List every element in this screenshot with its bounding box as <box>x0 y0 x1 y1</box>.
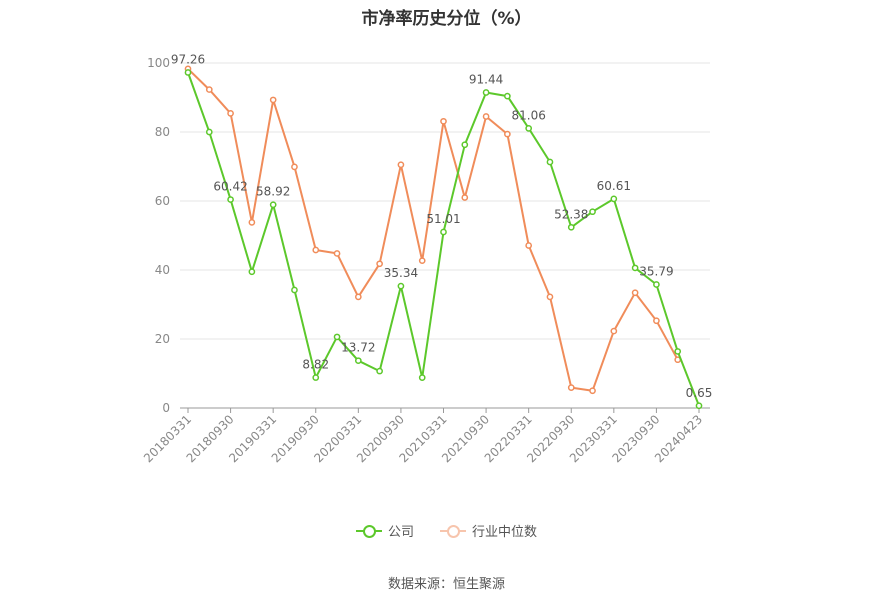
data-point-company <box>567 223 575 231</box>
data-point-company <box>248 268 256 276</box>
data-label: 60.42 <box>213 180 247 194</box>
data-label: 35.34 <box>384 266 418 280</box>
y-tick-label: 40 <box>155 263 170 277</box>
data-point-industry-median <box>418 257 426 265</box>
data-point-industry-median <box>269 96 277 104</box>
data-point-company <box>205 128 213 136</box>
data-point-industry-median <box>631 289 639 297</box>
data-point-company <box>376 367 383 375</box>
data-point-industry-median <box>546 293 554 301</box>
data-point-company <box>312 374 320 381</box>
data-point-industry-median <box>248 219 256 226</box>
data-point-company <box>610 195 618 203</box>
data-point-industry-median <box>482 113 490 120</box>
legend-label-industry-median: 行业中位数 <box>472 525 538 540</box>
data-point-company <box>589 208 596 216</box>
data-label: 60.61 <box>597 179 631 193</box>
data-label: 35.79 <box>639 265 673 279</box>
data-point-industry-median <box>610 327 618 335</box>
data-label: 58.92 <box>256 185 290 199</box>
y-tick-label: 100 <box>147 56 170 70</box>
data-point-industry-median <box>291 163 298 171</box>
legend: 公司 行业中位数 <box>0 521 893 540</box>
data-point-industry-median <box>653 317 660 325</box>
data-label: 52.38 <box>554 207 588 221</box>
data-point-industry-median <box>354 293 362 301</box>
data-point-company <box>354 357 362 365</box>
data-point-industry-median <box>440 117 447 125</box>
y-tick-label: 0 <box>162 401 170 415</box>
legend-item-industry-median[interactable]: 行业中位数 <box>440 521 537 540</box>
grid-lines <box>180 62 710 340</box>
data-point-industry-median <box>397 161 405 169</box>
y-tick-label: 80 <box>155 125 170 139</box>
data-point-company <box>461 141 469 149</box>
data-point-industry-median <box>333 250 341 257</box>
legend-label-company: 公司 <box>387 525 414 540</box>
data-point-industry-median <box>227 110 234 117</box>
data-labels: 97.26 60.42 58.92 8.82 13.72 35.34 51.01 91.44 8… <box>171 52 713 399</box>
data-point-company <box>184 69 192 76</box>
data-point-company <box>546 158 554 166</box>
data-label: 91.44 <box>469 73 503 87</box>
data-point-company <box>525 124 533 132</box>
data-point-industry-median <box>525 242 533 249</box>
y-tick-label: 20 <box>155 332 170 346</box>
data-point-company <box>333 333 341 341</box>
data-point-company <box>227 196 234 203</box>
data-point-company <box>269 201 277 209</box>
data-point-company <box>397 282 405 290</box>
data-point-company <box>482 89 490 96</box>
data-point-company <box>674 348 682 355</box>
data-point-company <box>291 286 298 294</box>
y-tick-label: 60 <box>155 194 170 208</box>
data-label: 51.01 <box>426 212 460 226</box>
data-label: 81.06 <box>511 108 545 122</box>
series-lines <box>184 65 703 410</box>
chart-title: 市净率历史分位（%） <box>361 9 532 29</box>
data-label: 97.26 <box>171 52 205 66</box>
data-point-company <box>653 281 660 288</box>
series-line-industry-median <box>187 68 679 392</box>
data-label: 13.72 <box>341 341 375 355</box>
data-point-company <box>695 402 703 410</box>
data-point-company <box>440 228 447 236</box>
source-note: 数据来源：恒生聚源 <box>387 577 505 592</box>
data-point-industry-median <box>312 246 320 254</box>
data-point-industry-median <box>504 130 511 138</box>
data-point-industry-median <box>205 86 213 93</box>
data-point-company <box>504 92 511 100</box>
legend-marker-company <box>355 524 382 538</box>
data-label: 0.65 <box>686 386 713 400</box>
data-point-industry-median <box>589 387 596 395</box>
legend-item-company[interactable]: 公司 <box>355 521 414 540</box>
legend-marker-industry-median <box>440 524 466 538</box>
data-point-company <box>418 374 426 381</box>
data-point-industry-median <box>376 260 383 268</box>
data-point-industry-median <box>567 384 575 391</box>
data-point-industry-median <box>461 194 469 201</box>
data-label: 8.82 <box>302 358 329 372</box>
data-point-company <box>631 264 639 272</box>
